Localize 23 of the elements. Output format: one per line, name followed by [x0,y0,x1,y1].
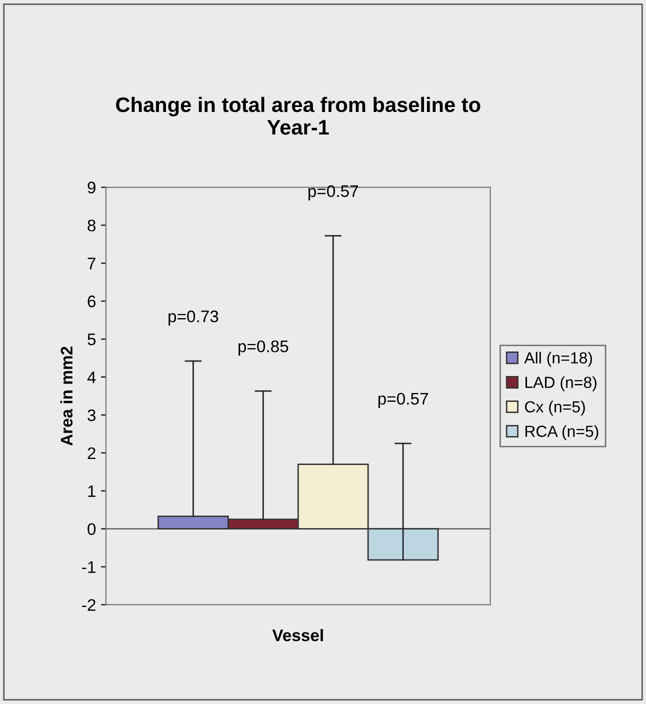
y-tick-label: 6 [88,296,96,308]
y-tick-label: 0 [88,523,96,536]
y-tick-label: 3 [88,409,96,422]
legend-label: RCA (n=5) [525,425,598,440]
y-tick-label: 1 [88,485,96,497]
y-tick-label: 2 [88,447,96,459]
y-tick-label: 5 [88,334,96,346]
y-axis-title: Area in mm2 [60,346,73,446]
chart-title: Change in total area from baseline to Year-1 [116,96,480,135]
y-tick-label: 4 [87,372,96,384]
y-tick-label: 7 [88,258,96,270]
annotation: p=0.85 [238,340,288,356]
y-tick-label: -1 [82,561,96,573]
legend-label: Cx (n=5) [524,400,585,416]
y-tick-label: 9 [88,182,96,194]
annotation: p=0.57 [308,185,358,200]
y-tick-label: -2 [82,599,96,611]
legend-label: LAD (n=8) [525,376,596,392]
annotation: p=0.57 [378,392,428,408]
y-tick-label: 8 [88,220,96,232]
x-axis-title: Vessel [272,629,323,642]
legend-label: All (n=18) [524,352,592,367]
annotation: p=0.73 [168,310,218,326]
